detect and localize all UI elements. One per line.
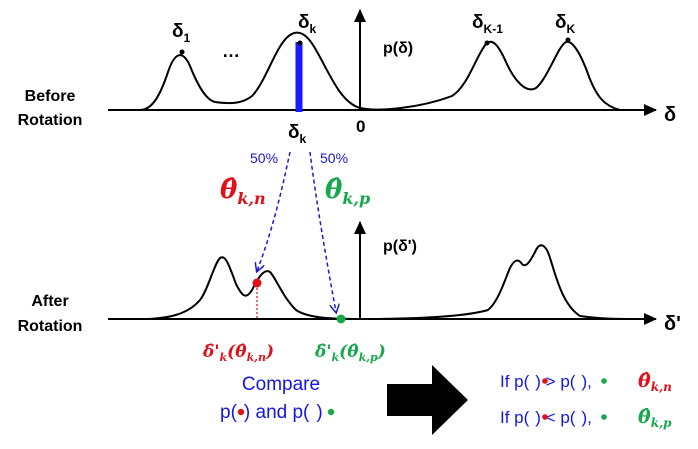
right-percent-label: 50% <box>320 150 348 166</box>
peak-dot-deltaK1 <box>484 40 490 46</box>
peak-dot-delta1 <box>179 49 185 55</box>
ellipsis: … <box>222 41 240 61</box>
bottom-x-axis-label: δ' <box>664 313 681 335</box>
compare-line1: Compare <box>242 374 320 395</box>
rule1-green-dot <box>601 378 607 384</box>
top-density-curve <box>139 31 621 111</box>
before-label-line1: Before <box>25 88 76 105</box>
rule-line1: If p() > p(), <box>500 372 592 391</box>
top-x-axis-label: δ <box>664 104 676 126</box>
rule-line2: If p() < p(), <box>500 408 592 427</box>
rule2-green-dot <box>601 414 607 420</box>
rule2-red-dot <box>542 414 548 420</box>
rule1-red-dot <box>542 378 548 384</box>
theta-p-label: θ̂k,p <box>325 175 370 208</box>
compare-red-dot <box>237 408 245 416</box>
peak-dot-deltak <box>297 40 303 46</box>
peak-label-deltaK: δK <box>555 12 576 36</box>
compare-green-dot <box>327 408 335 416</box>
arrow-to-positive <box>309 151 336 312</box>
theta-n-label: θ̂k,n <box>220 175 266 208</box>
right-arrow-icon <box>387 365 468 435</box>
green-point-positive <box>336 314 346 324</box>
peak-label-deltaK1: δK-1 <box>472 12 503 36</box>
arrow-to-negative <box>257 151 291 271</box>
rule1-result: θ̂k,n <box>638 370 672 394</box>
green-point-label: δ̂'k(θ̂k,p) <box>314 342 386 364</box>
peak-dot-deltaK <box>565 37 571 43</box>
red-point-label: δ̂'k(θ̂k,n) <box>202 342 274 364</box>
peak-label-delta1: δ1 <box>172 21 191 45</box>
red-point-negative <box>252 278 262 288</box>
bottom-y-axis-label: p(δ') <box>383 238 417 255</box>
top-y-axis-label: p(δ) <box>383 40 413 57</box>
compare-line2: p() and p() <box>220 402 323 423</box>
after-label-line1: After <box>31 293 68 310</box>
left-percent-label: 50% <box>250 150 278 166</box>
before-label-line2: Rotation <box>18 112 83 129</box>
below-deltak-label: δk <box>288 122 307 146</box>
rule2-result: θ̂k,p <box>638 406 672 430</box>
top-zero-label: 0 <box>356 117 365 136</box>
bottom-density-curve <box>147 244 641 321</box>
after-label-line2: Rotation <box>18 318 83 335</box>
peak-label-deltak: δk <box>298 12 317 36</box>
